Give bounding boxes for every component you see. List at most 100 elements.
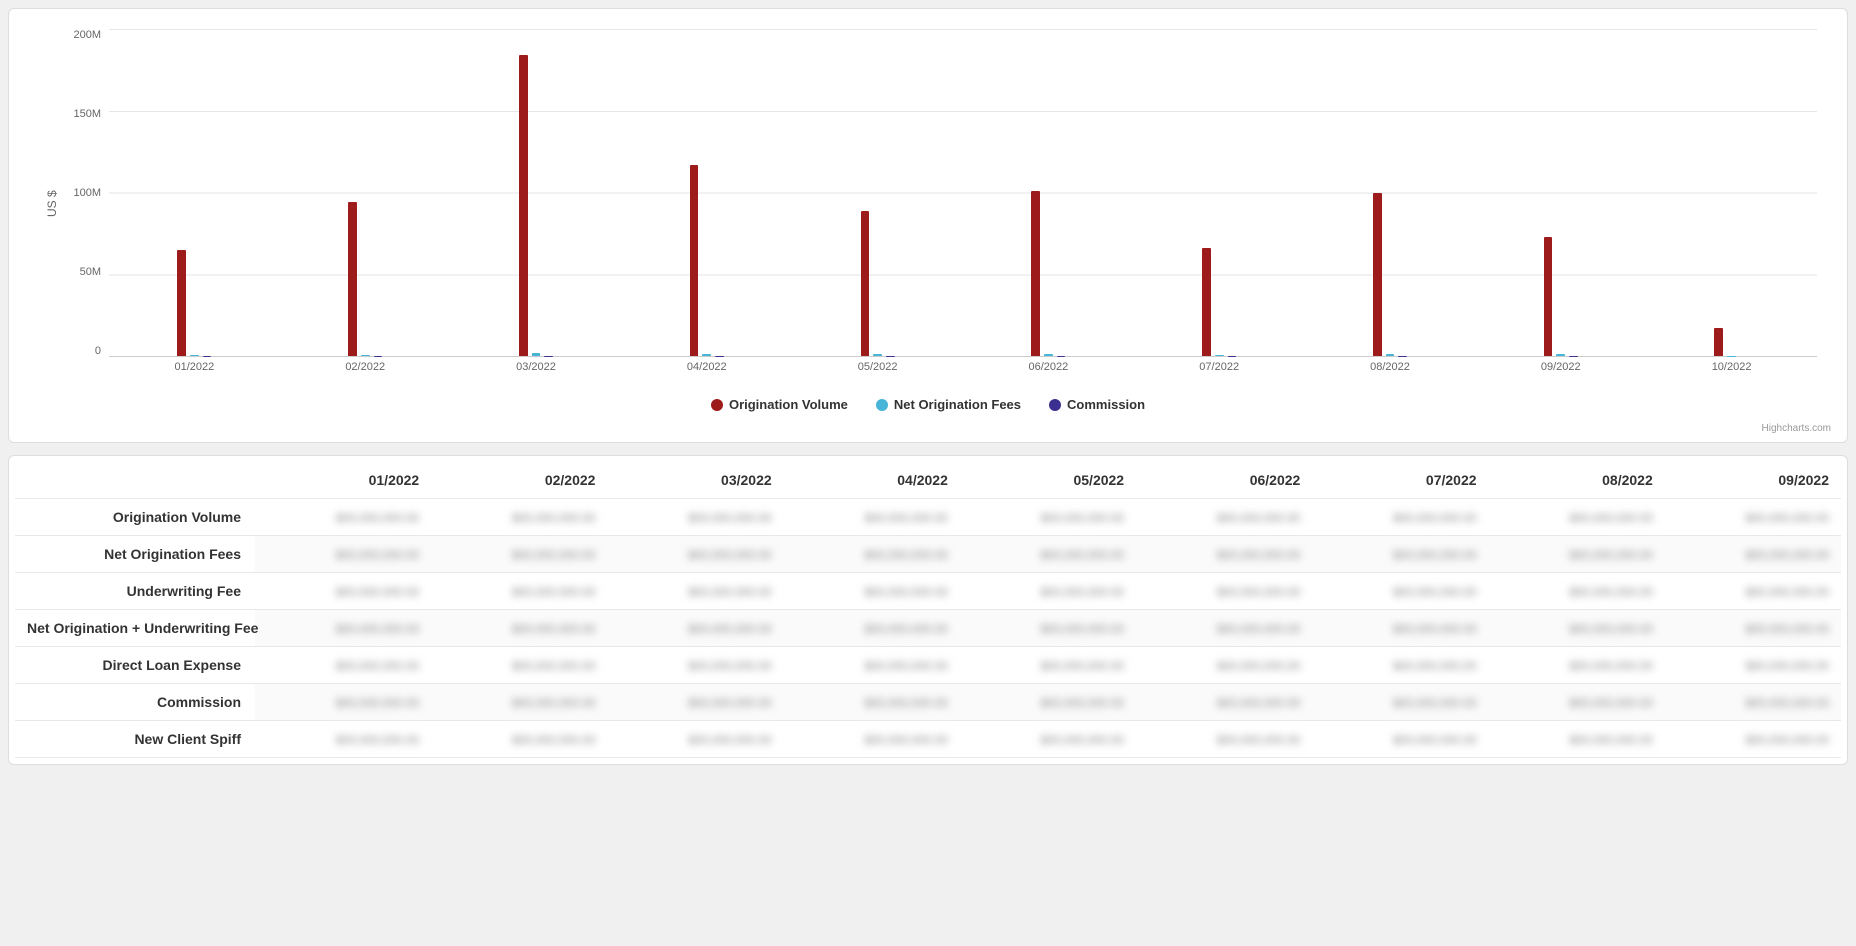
chart-month-group xyxy=(451,29,622,356)
table-cell-redacted: $00,000,000.00 xyxy=(255,721,431,758)
chart-bar[interactable] xyxy=(1714,328,1723,356)
table-row-header: Net Origination + Underwriting Fee xyxy=(15,610,255,647)
chart-bar[interactable] xyxy=(177,250,186,356)
legend-dot-icon xyxy=(711,399,723,411)
table-row-header: Commission xyxy=(15,684,255,721)
x-tick-label: 04/2022 xyxy=(621,357,792,379)
data-table: 01/202202/202203/202204/202205/202206/20… xyxy=(15,462,1841,758)
table-col-header: 07/2022 xyxy=(1312,462,1488,499)
legend-item[interactable]: Net Origination Fees xyxy=(876,397,1021,412)
table-cell-redacted: $00,000,000.00 xyxy=(1489,684,1665,721)
table-cell-redacted: $00,000,000.00 xyxy=(607,684,783,721)
chart-month-group xyxy=(621,29,792,356)
table-row: Origination Volume$00,000,000.00$00,000,… xyxy=(15,499,1841,536)
table-cell-redacted: $00,000,000.00 xyxy=(1136,684,1312,721)
legend-dot-icon xyxy=(1049,399,1061,411)
chart-bar[interactable] xyxy=(1544,237,1553,356)
x-tick-label: 02/2022 xyxy=(280,357,451,379)
chart-bar[interactable] xyxy=(1031,191,1040,356)
table-cell-redacted: $00,000,000.00 xyxy=(431,684,607,721)
table-cell-redacted: $00,000,000.00 xyxy=(255,536,431,573)
table-row: Commission$00,000,000.00$00,000,000.00$0… xyxy=(15,684,1841,721)
table-row-header: New Client Spiff xyxy=(15,721,255,758)
legend-item[interactable]: Origination Volume xyxy=(711,397,848,412)
table-cell-redacted: $00,000,000.00 xyxy=(1489,573,1665,610)
chart-panel: US $ 200M150M100M50M0 01/202202/202203/2… xyxy=(8,8,1848,443)
table-cell-redacted: $00,000,000.00 xyxy=(1312,684,1488,721)
table-cell-redacted: $00,000,000.00 xyxy=(431,647,607,684)
table-cell-redacted: $00,000,000.00 xyxy=(960,721,1136,758)
chart-bar[interactable] xyxy=(532,353,541,356)
legend-label: Origination Volume xyxy=(729,397,848,412)
table-cell-redacted: $00,000,000.00 xyxy=(255,684,431,721)
legend-label: Commission xyxy=(1067,397,1145,412)
chart-month-group xyxy=(963,29,1134,356)
table-col-header: 09/2022 xyxy=(1665,462,1841,499)
chart-legend: Origination Volume Net Origination Fees Co… xyxy=(39,397,1817,412)
table-cell-redacted: $00,000,000.00 xyxy=(1136,610,1312,647)
chart-area: US $ 200M150M100M50M0 01/202202/202203/2… xyxy=(39,29,1817,379)
chart-bar[interactable] xyxy=(702,354,711,356)
x-tick-label: 10/2022 xyxy=(1646,357,1817,379)
table-row-header: Origination Volume xyxy=(15,499,255,536)
table-cell-redacted: $00,000,000.00 xyxy=(607,536,783,573)
y-tick-label: 200M xyxy=(61,29,101,41)
table-cell-redacted: $00,000,000.00 xyxy=(431,499,607,536)
x-tick-label: 09/2022 xyxy=(1475,357,1646,379)
chart-bar[interactable] xyxy=(361,355,370,356)
chart-attribution[interactable]: Highcharts.com xyxy=(1762,423,1831,434)
table-cell-redacted: $00,000,000.00 xyxy=(255,647,431,684)
chart-bar[interactable] xyxy=(519,55,528,356)
table-cell-redacted: $00,000,000.00 xyxy=(1312,499,1488,536)
table-cell-redacted: $00,000,000.00 xyxy=(1665,499,1841,536)
table-cell-redacted: $00,000,000.00 xyxy=(1489,647,1665,684)
table-cell-redacted: $00,000,000.00 xyxy=(1489,536,1665,573)
legend-item[interactable]: Commission xyxy=(1049,397,1145,412)
x-tick-label: 06/2022 xyxy=(963,357,1134,379)
table-col-header: 06/2022 xyxy=(1136,462,1312,499)
table-cell-redacted: $00,000,000.00 xyxy=(1489,610,1665,647)
table-cell-redacted: $00,000,000.00 xyxy=(960,647,1136,684)
table-panel: 01/202202/202203/202204/202205/202206/20… xyxy=(8,455,1848,765)
x-axis-ticks: 01/202202/202203/202204/202205/202206/20… xyxy=(109,357,1817,379)
chart-bar[interactable] xyxy=(873,354,882,356)
table-cell-redacted: $00,000,000.00 xyxy=(1136,499,1312,536)
chart-bar[interactable] xyxy=(1044,354,1053,356)
chart-bar[interactable] xyxy=(348,202,357,356)
table-row: New Client Spiff$00,000,000.00$00,000,00… xyxy=(15,721,1841,758)
table-cell-redacted: $00,000,000.00 xyxy=(960,573,1136,610)
table-cell-redacted: $00,000,000.00 xyxy=(960,499,1136,536)
table-cell-redacted: $00,000,000.00 xyxy=(1665,647,1841,684)
chart-month-group xyxy=(1646,29,1817,356)
chart-bar[interactable] xyxy=(1556,354,1565,356)
chart-bar[interactable] xyxy=(861,211,870,357)
table-cell-redacted: $00,000,000.00 xyxy=(960,684,1136,721)
table-cell-redacted: $00,000,000.00 xyxy=(784,499,960,536)
table-cell-redacted: $00,000,000.00 xyxy=(607,610,783,647)
table-cell-redacted: $00,000,000.00 xyxy=(431,610,607,647)
y-tick-label: 100M xyxy=(61,187,101,199)
plot-wrap: 01/202202/202203/202204/202205/202206/20… xyxy=(109,29,1817,379)
chart-bar[interactable] xyxy=(690,165,699,356)
chart-bar[interactable] xyxy=(1373,193,1382,357)
table-cell-redacted: $00,000,000.00 xyxy=(255,610,431,647)
chart-month-group xyxy=(1134,29,1305,356)
table-row: Underwriting Fee$00,000,000.00$00,000,00… xyxy=(15,573,1841,610)
table-cell-redacted: $00,000,000.00 xyxy=(784,536,960,573)
table-cell-redacted: $00,000,000.00 xyxy=(431,573,607,610)
table-col-header: 01/2022 xyxy=(255,462,431,499)
x-tick-label: 01/2022 xyxy=(109,357,280,379)
chart-bar[interactable] xyxy=(1386,354,1395,356)
table-cell-redacted: $00,000,000.00 xyxy=(1665,573,1841,610)
table-cell-redacted: $00,000,000.00 xyxy=(1665,610,1841,647)
chart-bar[interactable] xyxy=(1202,248,1211,356)
table-cell-redacted: $00,000,000.00 xyxy=(1136,573,1312,610)
table-row: Net Origination + Underwriting Fee$00,00… xyxy=(15,610,1841,647)
table-cell-redacted: $00,000,000.00 xyxy=(784,647,960,684)
table-cell-redacted: $00,000,000.00 xyxy=(784,610,960,647)
chart-bar[interactable] xyxy=(190,355,199,356)
table-cell-redacted: $00,000,000.00 xyxy=(960,536,1136,573)
y-axis-ticks: 200M150M100M50M0 xyxy=(61,29,109,379)
y-tick-label: 50M xyxy=(61,266,101,278)
chart-bar[interactable] xyxy=(1215,355,1224,356)
